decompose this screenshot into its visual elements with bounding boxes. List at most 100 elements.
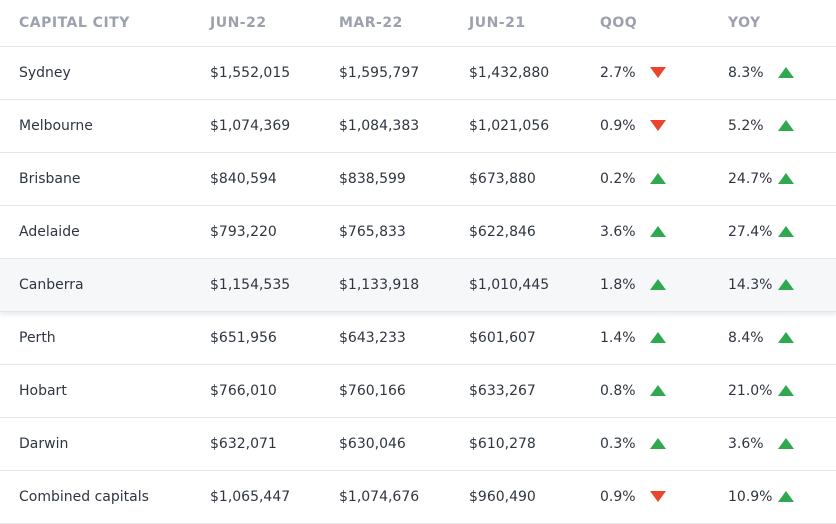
triangle: [778, 491, 794, 502]
value-cell: $1,084,383: [339, 118, 420, 134]
city-name: Combined capitals: [19, 489, 149, 505]
triangle: [778, 226, 794, 237]
value-cell: $1,021,056: [469, 118, 550, 134]
value-cell: $643,233: [339, 330, 406, 346]
triangle: [650, 67, 666, 78]
table-row: Perth $651,956 $643,233 $601,607 1.4% 8.4%: [0, 312, 836, 365]
value-cell: $632,071: [210, 436, 277, 452]
value-cell: 21.0%: [728, 383, 773, 399]
triangle: [778, 385, 794, 396]
header-cell: JUN-21: [469, 15, 526, 31]
value-cell: 27.4%: [728, 224, 773, 240]
triangle: [778, 120, 794, 131]
triangle: [778, 279, 794, 290]
table-row: Canberra $1,154,535 $1,133,918 $1,010,445 1.…: [0, 259, 836, 312]
value-cell: 5.2%: [728, 118, 764, 134]
value-cell: $633,267: [469, 383, 536, 399]
value-cell: $1,074,369: [210, 118, 291, 134]
table-row: Sydney $1,552,015 $1,595,797 $1,432,880 2.7%…: [0, 47, 836, 100]
trend-down-icon: [650, 120, 666, 131]
table-row: Combined capitals $1,065,447 $1,074,676 $96…: [0, 471, 836, 524]
triangle: [778, 173, 794, 184]
city-name: Sydney: [19, 65, 71, 81]
value-cell: 0.9%: [600, 489, 636, 505]
value-cell: $651,956: [210, 330, 277, 346]
trend-up-icon: [650, 226, 666, 237]
triangle: [650, 332, 666, 343]
value-cell: $1,154,535: [210, 277, 291, 293]
header-cell: CAPITAL CITY: [19, 15, 130, 31]
value-cell: $1,552,015: [210, 65, 291, 81]
table-row: Hobart $766,010 $760,166 $633,267 0.8% 21.0%: [0, 365, 836, 418]
header-row: CAPITAL CITY JUN-22 MAR-22 JUN-21 QOQ YOY: [0, 0, 836, 47]
value-cell: $1,074,676: [339, 489, 420, 505]
triangle: [778, 67, 794, 78]
trend-up-icon: [650, 279, 666, 290]
value-cell: $765,833: [339, 224, 406, 240]
value-cell: 3.6%: [600, 224, 636, 240]
value-cell: 0.8%: [600, 383, 636, 399]
trend-up-icon: [650, 332, 666, 343]
value-cell: 14.3%: [728, 277, 773, 293]
value-cell: 8.4%: [728, 330, 764, 346]
value-cell: 1.4%: [600, 330, 636, 346]
trend-down-icon: [650, 67, 666, 78]
value-cell: $838,599: [339, 171, 406, 187]
trend-up-icon: [650, 438, 666, 449]
value-cell: 2.7%: [600, 65, 636, 81]
value-cell: $610,278: [469, 436, 536, 452]
city-name: Hobart: [19, 383, 67, 399]
trend-up-icon: [778, 332, 794, 343]
trend-down-icon: [650, 491, 666, 502]
value-cell: $1,595,797: [339, 65, 420, 81]
trend-up-icon: [778, 438, 794, 449]
city-name: Melbourne: [19, 118, 93, 134]
value-cell: $793,220: [210, 224, 277, 240]
trend-up-icon: [778, 173, 794, 184]
value-cell: $601,607: [469, 330, 536, 346]
value-cell: 0.9%: [600, 118, 636, 134]
header-cell: QOQ: [600, 15, 638, 31]
value-cell: $1,065,447: [210, 489, 291, 505]
header-cell: JUN-22: [210, 15, 267, 31]
header-cell: MAR-22: [339, 15, 403, 31]
city-name: Brisbane: [19, 171, 81, 187]
triangle: [778, 438, 794, 449]
table-row: Brisbane $840,594 $838,599 $673,880 0.2% 24.7…: [0, 153, 836, 206]
triangle: [650, 438, 666, 449]
table-row: Melbourne $1,074,369 $1,084,383 $1,021,056 0…: [0, 100, 836, 153]
value-cell: $760,166: [339, 383, 406, 399]
trend-up-icon: [778, 226, 794, 237]
value-cell: 0.3%: [600, 436, 636, 452]
value-cell: $840,594: [210, 171, 277, 187]
triangle: [778, 332, 794, 343]
city-name: Darwin: [19, 436, 69, 452]
city-name: Adelaide: [19, 224, 80, 240]
value-cell: $1,432,880: [469, 65, 550, 81]
value-cell: 8.3%: [728, 65, 764, 81]
header-cell: YOY: [728, 15, 761, 31]
value-cell: 24.7%: [728, 171, 773, 187]
trend-up-icon: [650, 385, 666, 396]
value-cell: $960,490: [469, 489, 536, 505]
value-cell: 10.9%: [728, 489, 773, 505]
triangle: [650, 226, 666, 237]
value-cell: $766,010: [210, 383, 277, 399]
value-cell: $1,133,918: [339, 277, 420, 293]
trend-up-icon: [778, 120, 794, 131]
triangle: [650, 491, 666, 502]
trend-up-icon: [778, 67, 794, 78]
value-cell: 0.2%: [600, 171, 636, 187]
value-cell: $1,010,445: [469, 277, 550, 293]
value-cell: $622,846: [469, 224, 536, 240]
value-cell: 3.6%: [728, 436, 764, 452]
triangle: [650, 385, 666, 396]
trend-up-icon: [650, 173, 666, 184]
value-cell: $673,880: [469, 171, 536, 187]
trend-up-icon: [778, 491, 794, 502]
value-cell: 1.8%: [600, 277, 636, 293]
city-name: Perth: [19, 330, 56, 346]
triangle: [650, 120, 666, 131]
table-row: Adelaide $793,220 $765,833 $622,846 3.6% 27.4…: [0, 206, 836, 259]
city-name: Canberra: [19, 277, 84, 293]
